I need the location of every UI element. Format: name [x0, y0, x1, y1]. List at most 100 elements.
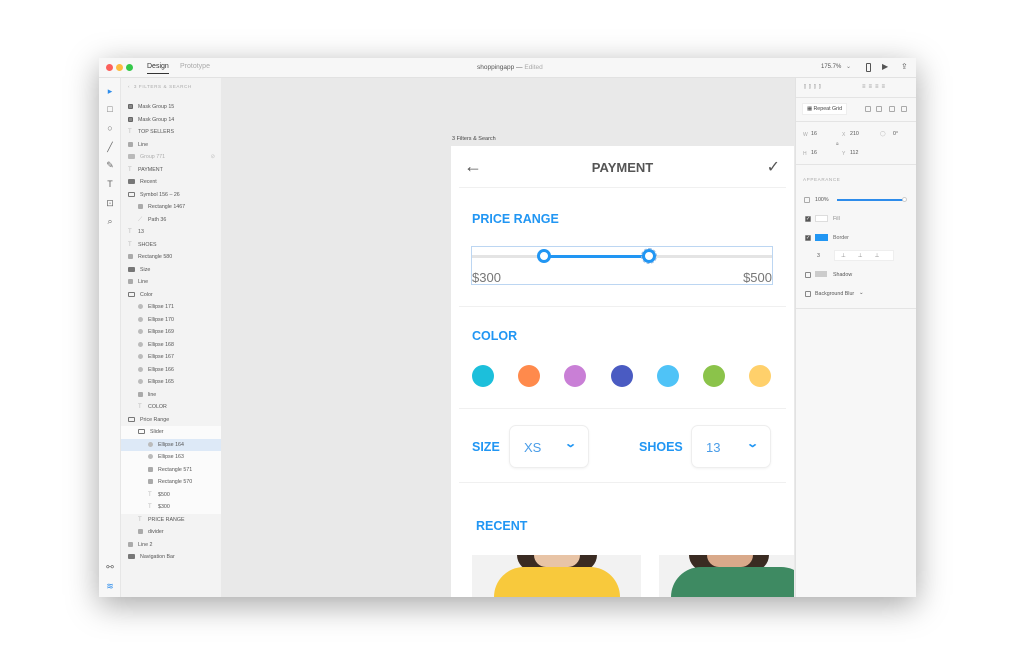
opacity-value[interactable]: 100%: [815, 197, 829, 203]
lock-aspect-icon[interactable]: 🔒︎: [836, 141, 839, 147]
layer-item[interactable]: T $500: [121, 488, 221, 501]
play-icon[interactable]: ▶: [882, 62, 889, 71]
layer-item[interactable]: line: [121, 389, 221, 402]
color-swatch[interactable]: [610, 365, 633, 387]
tab-design[interactable]: Design: [147, 63, 169, 74]
zoom-tool-icon[interactable]: ⌕: [107, 216, 113, 226]
opacity-slider-handle[interactable]: [902, 197, 907, 202]
product-image-yellow-shirt[interactable]: [472, 555, 641, 597]
layer-item[interactable]: Ellipse 171: [121, 301, 221, 314]
layer-item[interactable]: Mask Group 14: [121, 114, 221, 127]
layer-item[interactable]: T PRICE RANGE: [121, 514, 221, 527]
product-image-green-shirt[interactable]: [659, 555, 794, 597]
canvas[interactable]: 3 Filters & Search ← PAYMENT ✓ PRICE RAN…: [221, 78, 795, 597]
color-swatch[interactable]: [749, 365, 772, 387]
width-field[interactable]: 16: [811, 131, 817, 137]
border-width-field[interactable]: 3: [817, 253, 820, 259]
background-blur-checkbox[interactable]: [805, 291, 811, 297]
height-field[interactable]: 16: [811, 150, 817, 156]
layer-item[interactable]: T COLOR: [121, 401, 221, 414]
boolean-exclude-icon[interactable]: [901, 106, 907, 112]
layer-item[interactable]: Price Range: [121, 414, 221, 427]
layer-item[interactable]: Recent: [121, 176, 221, 189]
color-swatch[interactable]: [656, 365, 679, 387]
device-preview-icon[interactable]: [866, 63, 871, 72]
layer-item[interactable]: Group 771 ⊘: [121, 151, 221, 164]
color-swatch[interactable]: [518, 365, 541, 387]
text-tool-icon[interactable]: T: [107, 179, 113, 189]
minimize-button[interactable]: [116, 64, 123, 71]
size-dropdown[interactable]: XS ⌄: [509, 425, 589, 468]
layer-item[interactable]: Rectangle 1467: [121, 201, 221, 214]
layer-item[interactable]: T SHOES: [121, 239, 221, 252]
layer-item[interactable]: Line: [121, 139, 221, 152]
fill-checkbox[interactable]: ✓: [805, 216, 811, 222]
distribute-icons[interactable]: ≡≡≡≡: [862, 84, 889, 90]
layer-item[interactable]: Rectangle 580: [121, 251, 221, 264]
layer-item[interactable]: ⟋ Path 36: [121, 214, 221, 227]
checkmark-icon[interactable]: ✓: [766, 159, 780, 176]
layer-item[interactable]: Ellipse 165: [121, 376, 221, 389]
opacity-slider[interactable]: [837, 199, 905, 201]
tab-prototype[interactable]: Prototype: [180, 63, 210, 70]
background-blur-label[interactable]: Background Blur: [815, 291, 855, 297]
zoom-level[interactable]: 175.7%: [821, 64, 842, 70]
border-checkbox[interactable]: ✓: [805, 235, 811, 241]
align-icons[interactable]: ⫾⫾⫾⫾: [804, 84, 824, 90]
layer-item[interactable]: Line: [121, 276, 221, 289]
layers-breadcrumb[interactable]: ‹ 3 FILTERS & SEARCH: [128, 84, 192, 89]
layer-item[interactable]: Ellipse 163: [121, 451, 221, 464]
y-field[interactable]: 112: [850, 150, 859, 156]
slider-min-handle[interactable]: [537, 249, 551, 263]
layer-item[interactable]: Ellipse 166: [121, 364, 221, 377]
layer-item[interactable]: Line 2: [121, 539, 221, 552]
ellipse-tool-icon[interactable]: ○: [107, 123, 113, 133]
artboard-tool-icon[interactable]: ⊡: [106, 198, 114, 208]
fill-color-swatch[interactable]: [815, 215, 828, 222]
boolean-subtract-icon[interactable]: [876, 106, 882, 112]
border-position-toggle[interactable]: ⊥⊥⊥: [834, 250, 894, 261]
close-button[interactable]: [106, 64, 113, 71]
chevron-down-icon[interactable]: ⌄: [846, 64, 852, 70]
layer-item[interactable]: Rectangle 570: [121, 476, 221, 489]
rotation-field[interactable]: 0°: [893, 131, 899, 137]
border-color-swatch[interactable]: [815, 234, 828, 241]
hidden-eye-icon[interactable]: ⊘: [210, 154, 215, 160]
layer-item[interactable]: Ellipse 170: [121, 314, 221, 327]
layer-item[interactable]: Size: [121, 264, 221, 277]
shoes-dropdown[interactable]: 13 ⌄: [691, 425, 771, 468]
artboard[interactable]: ← PAYMENT ✓ PRICE RANGE $300 $500 COLOR …: [451, 146, 794, 597]
pen-tool-icon[interactable]: ✎: [106, 160, 114, 170]
color-swatch[interactable]: [564, 365, 587, 387]
color-swatch[interactable]: [472, 365, 494, 387]
boolean-add-icon[interactable]: [865, 106, 871, 112]
layer-item[interactable]: Navigation Bar: [121, 551, 221, 564]
layer-item[interactable]: Symbol 156 – 26: [121, 189, 221, 202]
boolean-intersect-icon[interactable]: [889, 106, 895, 112]
artboard-label[interactable]: 3 Filters & Search: [452, 136, 496, 142]
repeat-grid-button[interactable]: ▦ Repeat Grid: [802, 103, 848, 115]
layer-item[interactable]: Slider: [121, 426, 221, 439]
layer-item[interactable]: T $300: [121, 501, 221, 514]
share-icon[interactable]: ⇪: [901, 62, 908, 71]
layer-item[interactable]: Rectangle 571: [121, 463, 221, 476]
layer-item[interactable]: T PAYMENT: [121, 164, 221, 177]
layer-item[interactable]: Mask Group 15: [121, 101, 221, 114]
layer-item[interactable]: T 13: [121, 226, 221, 239]
back-arrow-icon[interactable]: ←: [464, 156, 482, 176]
layer-item[interactable]: Ellipse 169: [121, 326, 221, 339]
line-tool-icon[interactable]: ╱: [107, 142, 113, 152]
layer-item[interactable]: T TOP SELLERS: [121, 126, 221, 139]
x-field[interactable]: 210: [850, 131, 859, 137]
color-swatch[interactable]: [703, 365, 725, 387]
layer-item[interactable]: Ellipse 164: [121, 438, 221, 451]
select-tool-icon[interactable]: ▸: [107, 86, 113, 96]
layer-item[interactable]: divider: [121, 526, 221, 539]
assets-icon[interactable]: ⚯: [106, 562, 114, 572]
layer-item[interactable]: Ellipse 168: [121, 339, 221, 352]
maximize-button[interactable]: [126, 64, 133, 71]
layer-item[interactable]: Ellipse 167: [121, 351, 221, 364]
layers-icon[interactable]: ≋: [106, 581, 114, 591]
price-slider[interactable]: $300 $500: [471, 246, 773, 285]
rectangle-tool-icon[interactable]: □: [107, 104, 113, 114]
